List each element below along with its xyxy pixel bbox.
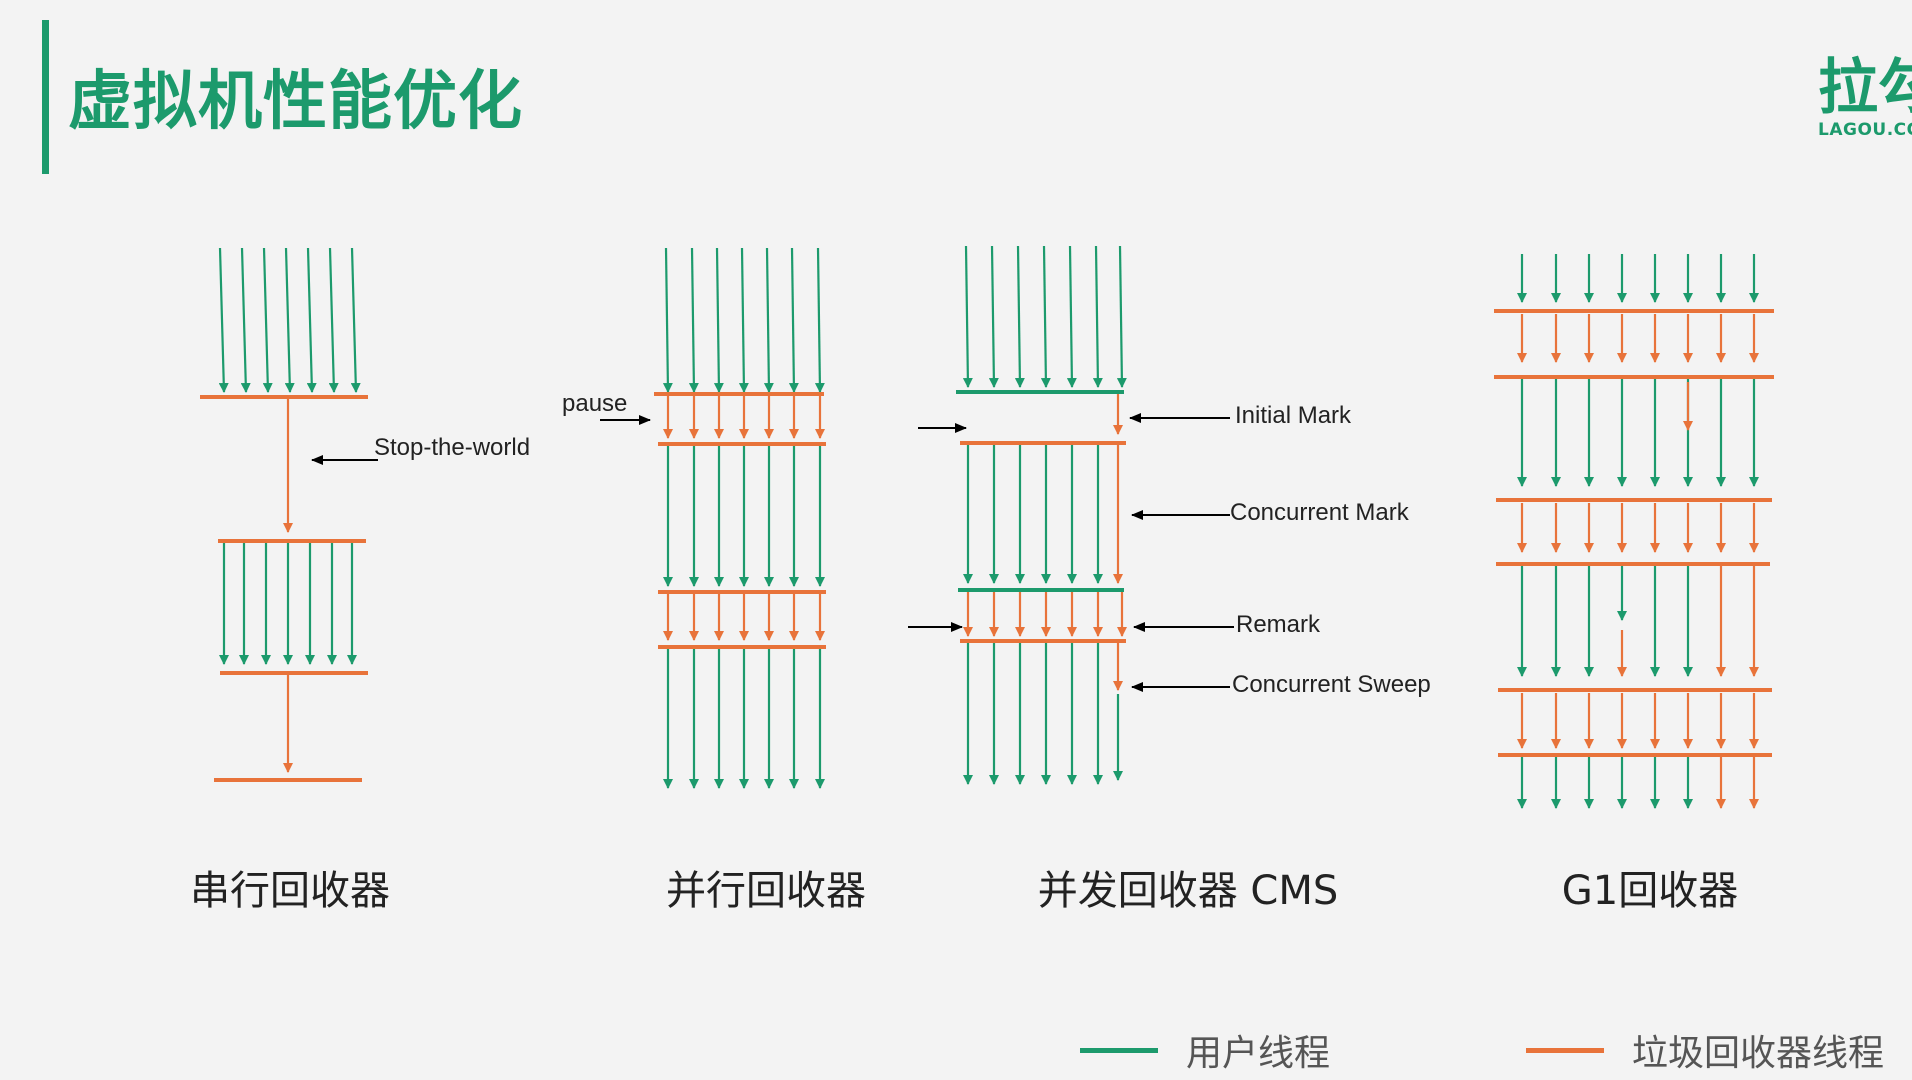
label-concurrent-sweep: Concurrent Sweep bbox=[1232, 671, 1431, 698]
user-thread-arrow bbox=[962, 245, 973, 388]
user-thread-arrow bbox=[988, 245, 999, 388]
user-thread-arrow bbox=[1014, 245, 1025, 388]
user-thread-arrow bbox=[788, 247, 799, 393]
legend-gc-thread-label: 垃圾回收器线程 bbox=[1632, 1033, 1885, 1074]
g1-collector-diagram bbox=[1494, 254, 1774, 809]
legend-user-thread-swatch bbox=[1080, 1047, 1158, 1053]
title-accent-bar bbox=[42, 20, 49, 174]
user-thread-arrow bbox=[713, 247, 724, 393]
logo-mark: 拉勾 bbox=[1818, 53, 1912, 123]
label-pause: pause bbox=[562, 390, 627, 417]
user-thread-arrow bbox=[662, 247, 673, 393]
user-thread-arrow bbox=[1066, 245, 1077, 388]
user-thread-arrow bbox=[284, 247, 295, 393]
logo-text: LAGOU.COM bbox=[1818, 120, 1912, 140]
user-thread-arrow bbox=[1116, 245, 1127, 388]
lagou-logo: 拉勾 LAGOU.COM bbox=[1818, 58, 1912, 140]
g1-collector-name: G1回收器 bbox=[1562, 868, 1738, 914]
serial-collector-name: 串行回收器 bbox=[190, 868, 390, 914]
slide-title: 虚拟机性能优化 bbox=[68, 65, 523, 139]
user-thread-arrow bbox=[306, 247, 317, 393]
label-initial-mark: Initial Mark bbox=[1235, 402, 1352, 429]
cms-collector-name: 并发回收器 CMS bbox=[1038, 868, 1339, 914]
user-thread-arrow bbox=[1092, 245, 1103, 388]
user-thread-arrow bbox=[328, 247, 339, 393]
serial-collector-diagram bbox=[200, 247, 368, 782]
user-thread-arrow bbox=[218, 247, 229, 393]
legend-gc-thread-swatch bbox=[1526, 1047, 1604, 1053]
legend-user-thread: 用户线程 bbox=[1080, 1024, 1330, 1076]
annotation-arrows bbox=[311, 413, 1234, 692]
parallel-collector-diagram bbox=[654, 247, 826, 789]
user-thread-arrow bbox=[350, 247, 361, 393]
user-thread-arrow bbox=[814, 247, 825, 393]
user-thread-arrow bbox=[688, 247, 699, 393]
label-remark: Remark bbox=[1236, 611, 1321, 638]
parallel-collector-name: 并行回收器 bbox=[666, 868, 866, 914]
legend-user-thread-label: 用户线程 bbox=[1186, 1033, 1331, 1074]
label-stop-the-world: Stop-the-world bbox=[374, 434, 530, 461]
user-thread-arrow bbox=[262, 247, 273, 393]
user-thread-arrow bbox=[1040, 245, 1051, 388]
cms-collector-diagram bbox=[956, 245, 1127, 785]
user-thread-arrow bbox=[763, 247, 774, 393]
user-thread-arrow bbox=[738, 247, 749, 393]
legend-gc-thread: 垃圾回收器线程 bbox=[1526, 1024, 1884, 1076]
user-thread-arrow bbox=[240, 247, 251, 393]
label-concurrent-mark: Concurrent Mark bbox=[1230, 499, 1410, 526]
